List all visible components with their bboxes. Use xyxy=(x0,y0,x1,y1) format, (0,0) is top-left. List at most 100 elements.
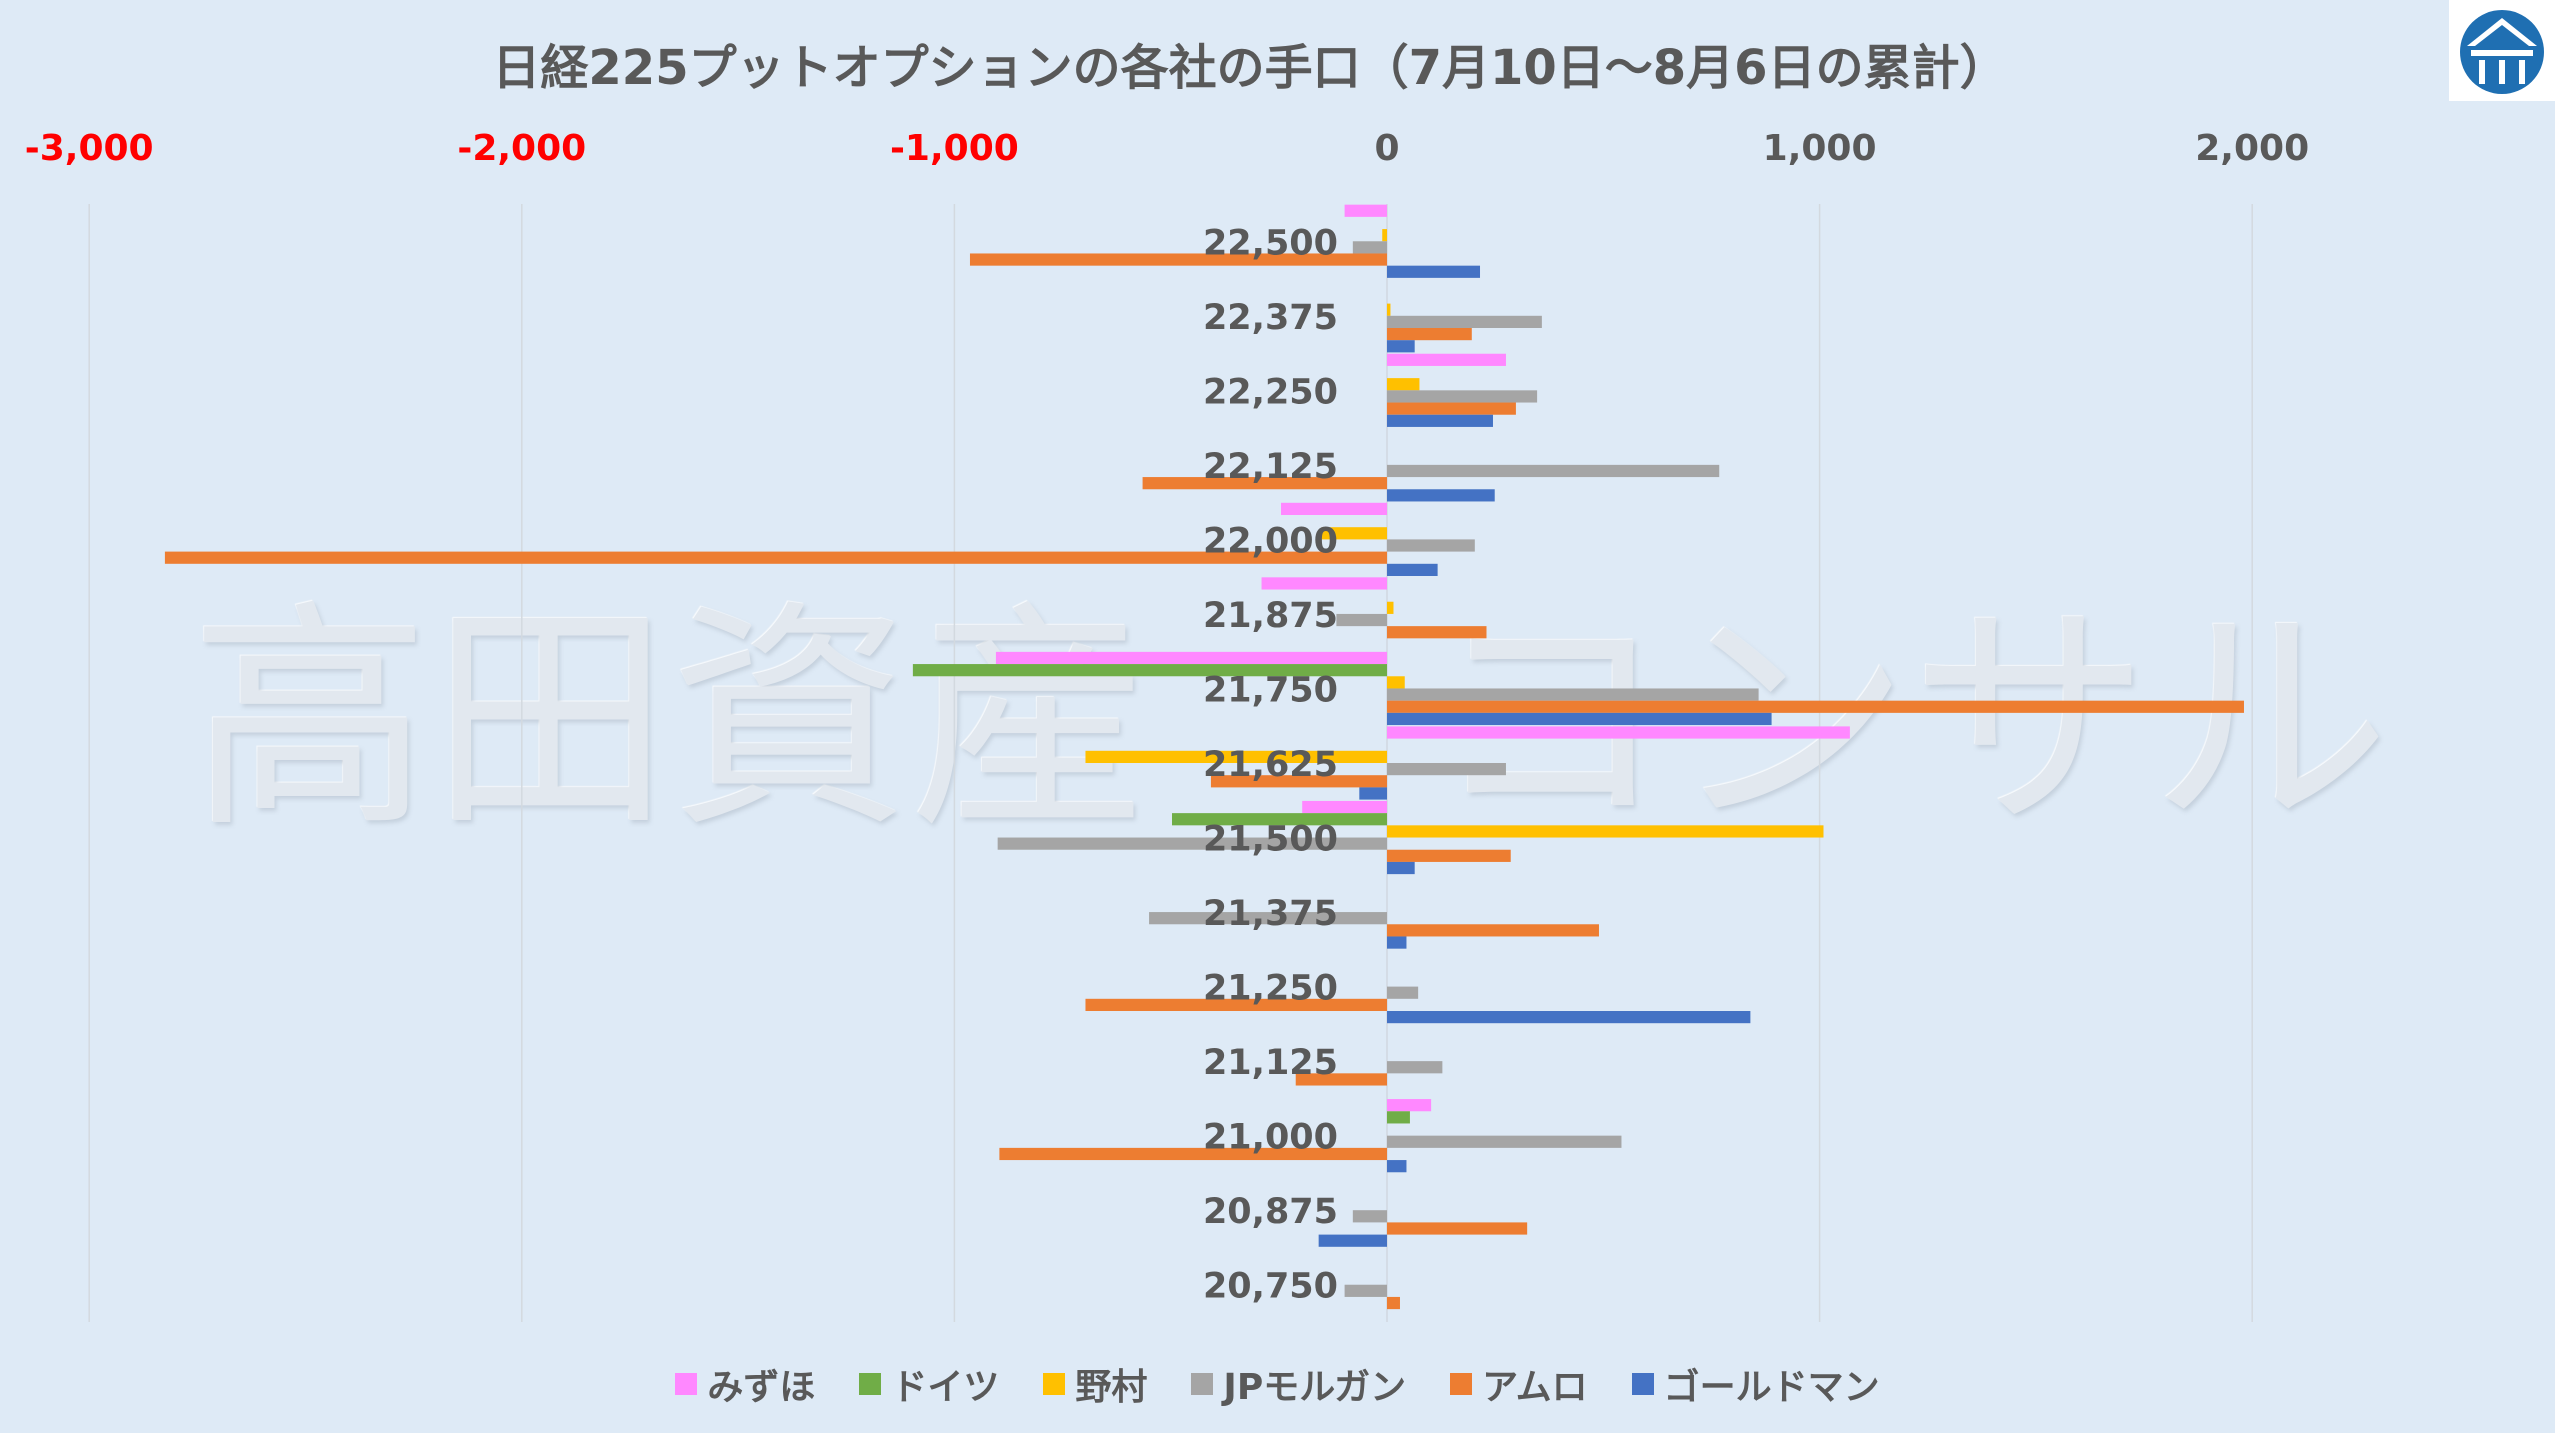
bar-JPモルガン-21,125 xyxy=(1387,1061,1443,1074)
legend-item: アムロ xyxy=(1450,1358,1588,1410)
bar-ドイツ-21,000 xyxy=(1387,1111,1410,1124)
bar-アムロ-20,875 xyxy=(1387,1222,1528,1235)
category-label: 21,750 xyxy=(1203,670,1338,710)
bar-野村-22,250 xyxy=(1387,378,1420,391)
bar-JPモルガン-22,000 xyxy=(1387,539,1475,552)
bar-みずほ-22,000 xyxy=(1281,502,1387,515)
bar-アムロ-21,500 xyxy=(1387,849,1511,862)
bar-野村-21,625 xyxy=(1085,750,1387,763)
legend-item: みずほ xyxy=(675,1358,815,1410)
legend-swatch xyxy=(675,1373,698,1395)
bar-ゴールドマン-22,000 xyxy=(1387,563,1438,576)
bar-JPモルガン-20,875 xyxy=(1352,1210,1387,1223)
category-label: 22,500 xyxy=(1203,223,1338,263)
bar-JPモルガン-21,500 xyxy=(997,837,1387,850)
legend-swatch xyxy=(1631,1373,1654,1395)
bar-JPモルガン-21,625 xyxy=(1387,763,1506,776)
category-label: 21,125 xyxy=(1203,1043,1338,1083)
bar-ドイツ-21,750 xyxy=(912,664,1387,677)
bar-みずほ-21,625 xyxy=(1387,726,1850,739)
bar-JPモルガン-21,375 xyxy=(1149,912,1387,925)
bar-アムロ-22,375 xyxy=(1387,328,1472,341)
bar-JPモルガン-21,250 xyxy=(1387,986,1419,999)
bar-みずほ-22,500 xyxy=(1344,204,1387,217)
x-tick-label: -1,000 xyxy=(890,128,1019,169)
bar-野村-21,750 xyxy=(1387,676,1405,689)
bar-JPモルガン-22,125 xyxy=(1387,464,1720,478)
bar-ゴールドマン-21,750 xyxy=(1387,712,1772,726)
category-label: 20,750 xyxy=(1203,1267,1338,1307)
category-label: 21,250 xyxy=(1203,969,1338,1009)
legend-label: 野村 xyxy=(1075,1367,1148,1408)
bar-アムロ-21,875 xyxy=(1387,626,1487,639)
category-label: 21,625 xyxy=(1203,745,1338,785)
x-tick-label: 0 xyxy=(1374,128,1399,169)
legend-item: 野村 xyxy=(1043,1358,1147,1410)
legend-label: ドイツ xyxy=(891,1367,1000,1408)
x-tick-label: -3,000 xyxy=(25,128,154,169)
bar-ゴールドマン-21,500 xyxy=(1387,861,1415,875)
bar-野村-22,375 xyxy=(1387,303,1391,316)
bar-アムロ-21,625 xyxy=(1210,775,1387,788)
legend-item: JPモルガン xyxy=(1191,1358,1406,1410)
bar-JPモルガン-22,500 xyxy=(1352,241,1387,254)
bar-野村-21,500 xyxy=(1387,825,1824,838)
bar-JPモルガン-21,875 xyxy=(1336,613,1387,627)
bar-ゴールドマン-21,000 xyxy=(1387,1160,1407,1173)
logo xyxy=(2449,0,2555,101)
bar-野村-21,875 xyxy=(1387,601,1394,614)
legend-swatch xyxy=(859,1373,882,1395)
legend-label: JPモルガン xyxy=(1223,1367,1407,1408)
legend: みずほ ドイツ 野村 JPモルガン アムロ ゴールドマン xyxy=(0,1358,2555,1410)
bar-JPモルガン-21,000 xyxy=(1387,1135,1622,1148)
watermark-left: 高田資産 xyxy=(190,580,1151,860)
bar-JPモルガン-22,250 xyxy=(1387,390,1538,403)
bar-みずほ-21,750 xyxy=(995,651,1387,665)
chart-title: 日経225プットオプションの各社の手口（7月10日〜8月6日の累計） xyxy=(492,40,2008,96)
bar-アムロ-22,000 xyxy=(164,551,1387,564)
category-label: 22,250 xyxy=(1203,372,1338,412)
bar-アムロ-21,000 xyxy=(999,1147,1387,1161)
category-label: 21,000 xyxy=(1203,1118,1338,1158)
x-tick-label: -2,000 xyxy=(457,128,586,169)
bar-ゴールドマン-21,250 xyxy=(1387,1011,1751,1024)
bar-ゴールドマン-22,500 xyxy=(1387,265,1481,278)
bar-ドイツ-21,500 xyxy=(1171,813,1387,826)
bar-ゴールドマン-22,125 xyxy=(1387,489,1495,502)
legend-label: ゴールドマン xyxy=(1663,1367,1880,1408)
legend-item: ドイツ xyxy=(859,1358,999,1410)
legend-swatch xyxy=(1043,1373,1066,1395)
bar-アムロ-21,750 xyxy=(1387,700,2244,713)
bar-JPモルガン-21,750 xyxy=(1387,688,1759,701)
bar-みずほ-21,000 xyxy=(1387,1099,1432,1112)
bar-ゴールドマン-21,375 xyxy=(1387,936,1407,949)
bar-みずほ-21,875 xyxy=(1261,577,1387,590)
category-label: 22,375 xyxy=(1203,298,1338,338)
bar-アムロ-21,375 xyxy=(1387,924,1599,937)
bar-みずほ-21,500 xyxy=(1302,800,1387,814)
bar-ゴールドマン-21,625 xyxy=(1359,787,1387,800)
category-label: 22,000 xyxy=(1203,521,1338,561)
bar-アムロ-22,500 xyxy=(969,253,1387,266)
bar-JPモルガン-22,375 xyxy=(1387,315,1542,328)
category-label: 22,125 xyxy=(1203,447,1338,487)
category-label: 21,875 xyxy=(1203,596,1338,636)
bar-ゴールドマン-22,250 xyxy=(1387,414,1493,427)
bar-JPモルガン-20,750 xyxy=(1344,1284,1387,1297)
legend-label: みずほ xyxy=(707,1367,816,1408)
x-tick-label: 2,000 xyxy=(2195,128,2309,169)
bar-アムロ-21,125 xyxy=(1295,1073,1387,1086)
legend-item: ゴールドマン xyxy=(1631,1358,1880,1410)
legend-swatch xyxy=(1450,1373,1473,1395)
category-label: 21,375 xyxy=(1203,894,1338,934)
bar-アムロ-22,125 xyxy=(1142,477,1387,490)
x-tick-label: 1,000 xyxy=(1763,128,1877,169)
bar-ゴールドマン-20,875 xyxy=(1318,1234,1387,1247)
bar-アムロ-20,750 xyxy=(1387,1296,1400,1310)
legend-label: アムロ xyxy=(1482,1367,1588,1408)
bar-アムロ-21,250 xyxy=(1085,998,1387,1011)
bar-みずほ-22,250 xyxy=(1387,353,1506,366)
house-logo-icon xyxy=(2460,10,2544,94)
bar-アムロ-22,250 xyxy=(1387,402,1516,415)
